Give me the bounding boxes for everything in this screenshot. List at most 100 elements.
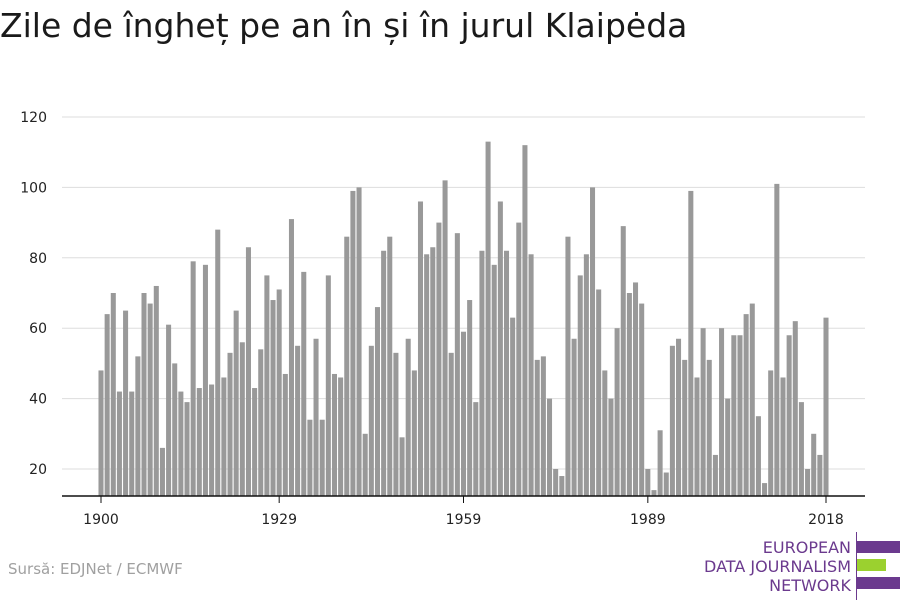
bar [798, 402, 804, 496]
bar [356, 187, 362, 496]
bar [196, 388, 202, 496]
bar [669, 345, 675, 496]
bar [620, 226, 626, 496]
bar [147, 303, 153, 496]
bar [295, 345, 301, 496]
bar [454, 233, 460, 496]
y-tick-label: 80 [29, 251, 47, 267]
bar [522, 145, 528, 496]
logo-mark [856, 532, 900, 600]
bar [276, 289, 282, 496]
bar [503, 250, 510, 496]
bar [362, 433, 368, 496]
bar [430, 247, 436, 496]
bar [719, 328, 725, 496]
bar [706, 359, 712, 496]
bar [350, 190, 356, 497]
bar [762, 483, 768, 496]
bar [221, 377, 227, 496]
bar [233, 310, 239, 496]
bar [424, 254, 430, 496]
bar [596, 289, 602, 496]
bar [479, 250, 485, 496]
bar [565, 236, 571, 496]
bar [712, 454, 718, 496]
bar [325, 275, 331, 496]
y-tick-label: 120 [20, 110, 47, 126]
x-tick-label: 1989 [630, 512, 666, 528]
bar [460, 331, 467, 496]
bar [141, 293, 147, 496]
bar [774, 183, 780, 496]
bar [467, 300, 473, 496]
bar [602, 370, 608, 496]
bar [571, 338, 577, 496]
bar [252, 388, 258, 496]
bar [417, 201, 424, 497]
bar [110, 293, 116, 496]
bars [98, 141, 829, 497]
bar [104, 314, 110, 496]
bar [651, 490, 657, 496]
bar [559, 476, 565, 496]
bar [288, 219, 294, 496]
bar [737, 335, 743, 496]
bar [374, 307, 380, 496]
bar [393, 352, 399, 496]
bar [258, 349, 264, 496]
bar [442, 180, 448, 497]
bar [682, 359, 688, 496]
y-tick-label: 100 [20, 180, 47, 196]
bar [694, 377, 700, 496]
bar [633, 282, 639, 496]
ejn-logo: EUROPEAN DATA JOURNALISM NETWORK [700, 531, 900, 600]
bar [491, 264, 497, 496]
bar [270, 300, 276, 496]
bar [725, 398, 731, 496]
bar [331, 373, 337, 496]
logo-line-2: DATA JOURNALISM [704, 557, 851, 576]
bar [473, 402, 479, 496]
bar [129, 391, 135, 496]
bar [811, 433, 817, 496]
bar [264, 275, 270, 496]
bar [749, 303, 755, 496]
bar [731, 335, 737, 496]
logo-line-3: NETWORK [769, 576, 851, 595]
bar [516, 222, 522, 496]
bar [639, 303, 645, 496]
bar [657, 430, 663, 496]
bar [184, 402, 190, 496]
bar [663, 472, 669, 496]
bar [540, 356, 546, 496]
bar [676, 338, 682, 496]
bar [319, 419, 325, 496]
x-tick-label: 2018 [808, 512, 844, 528]
x-tick-label: 1959 [446, 512, 482, 528]
bar [528, 254, 534, 496]
bar [510, 317, 516, 496]
bar [553, 469, 559, 496]
bar [313, 338, 319, 496]
bar [436, 222, 442, 496]
bar [368, 345, 374, 496]
bar [645, 469, 651, 496]
bar [307, 419, 313, 496]
bar [202, 264, 208, 496]
y-tick-label: 60 [29, 321, 47, 337]
bar [786, 335, 792, 496]
bar [411, 370, 417, 496]
bar [116, 391, 122, 496]
bar [817, 454, 823, 496]
bar [497, 201, 503, 497]
bar [399, 437, 405, 496]
x-tick-label: 1929 [261, 512, 297, 528]
x-tick-label: 1900 [83, 512, 119, 528]
bar [190, 261, 196, 496]
bar [448, 352, 454, 496]
bar [755, 416, 761, 496]
bar [688, 190, 694, 497]
bar [405, 338, 411, 496]
bar [153, 285, 159, 496]
bar [135, 356, 141, 496]
